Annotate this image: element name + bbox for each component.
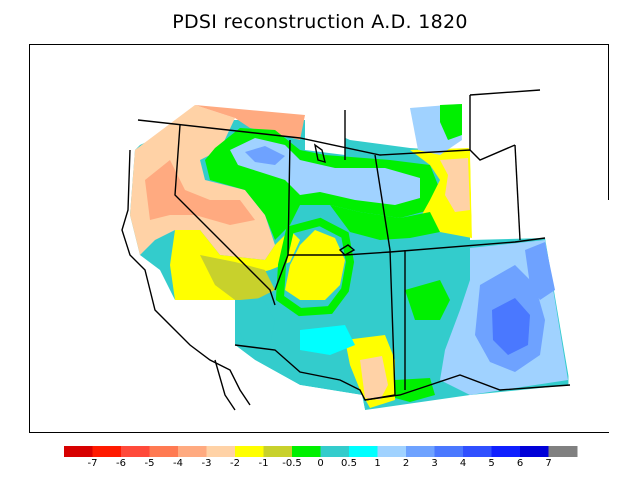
field-blue-north [245, 146, 285, 165]
mexico-border [234, 344, 571, 401]
field-nw-top [195, 105, 305, 140]
legend-tick-label: 5 [488, 458, 495, 469]
map-title: PDSI reconstruction A.D. 1820 [172, 11, 468, 33]
legend-swatch [206, 446, 236, 457]
boundaries [121, 89, 571, 411]
legend-tick-label: 3 [431, 458, 438, 469]
baja-coast [214, 359, 236, 411]
legend-swatch [548, 446, 578, 457]
legend-swatch [121, 446, 150, 457]
legend-tick-label: 0 [317, 458, 324, 469]
legend-tick-label: 4 [459, 458, 467, 469]
legend-swatch [92, 446, 122, 457]
masks [30, 95, 610, 432]
legend-tick-label: -0.5 [282, 458, 302, 469]
state-line-1 [174, 124, 276, 306]
field-central-green [275, 217, 355, 317]
lake-michigan [313, 143, 326, 164]
legend-tick-label: 6 [516, 458, 524, 469]
field-central-yellow [285, 230, 345, 300]
field-sw-olive [238, 298, 275, 350]
legend-swatch [434, 446, 464, 457]
legend-tick-label: 7 [545, 458, 552, 469]
field-ne-orange [440, 158, 470, 212]
legend-swatch [320, 446, 350, 457]
legend-swatch [463, 446, 492, 457]
legend-tick-label: -5 [144, 458, 155, 469]
legend-swatch [178, 446, 207, 457]
legend-tick-label: -1 [258, 458, 269, 469]
field-s-cyan-band [300, 325, 355, 355]
legend-color-bar [64, 446, 578, 457]
great-salt-lake [338, 244, 356, 256]
legend-tick-label: -4 [173, 458, 183, 469]
field-s-green [405, 280, 450, 320]
legend-tick-label: -6 [116, 458, 126, 469]
legend-swatch [64, 446, 93, 457]
legend-tick-label: 1 [374, 458, 381, 469]
mask-right [568, 200, 610, 432]
field-ne-green [440, 104, 462, 140]
field-s-orange [360, 356, 388, 400]
legend-swatch [491, 446, 521, 457]
legend-swatch [377, 446, 407, 457]
ocean-mask [30, 240, 570, 432]
mask-ne-gap [462, 95, 530, 238]
legend-swatch [149, 446, 179, 457]
legend-swatch [292, 446, 321, 457]
field-se-blue-top [525, 242, 555, 300]
legend-tick-label: -3 [201, 458, 212, 469]
coast [121, 149, 251, 406]
legend-swatch [235, 446, 264, 457]
legend-tick-label: 2 [402, 458, 410, 469]
state-line-7 [469, 89, 541, 96]
legend-swatch [406, 446, 435, 457]
legend-tick-label: 0.5 [341, 458, 357, 469]
field-w-olive [200, 255, 275, 300]
canada-border [137, 119, 516, 161]
state-line-2 [287, 139, 546, 256]
legend-swatch [520, 446, 549, 457]
legend-swatch [349, 446, 378, 457]
state-line-9 [274, 254, 289, 291]
legend-swatch [263, 446, 293, 457]
pdsi-field [130, 104, 570, 410]
legend-tick-label: -7 [87, 458, 98, 469]
field-se-darkblue [492, 298, 530, 355]
state-line-8 [514, 144, 521, 241]
field-nw-orange-dark [145, 160, 255, 225]
legend-tick-label: -2 [230, 458, 240, 469]
